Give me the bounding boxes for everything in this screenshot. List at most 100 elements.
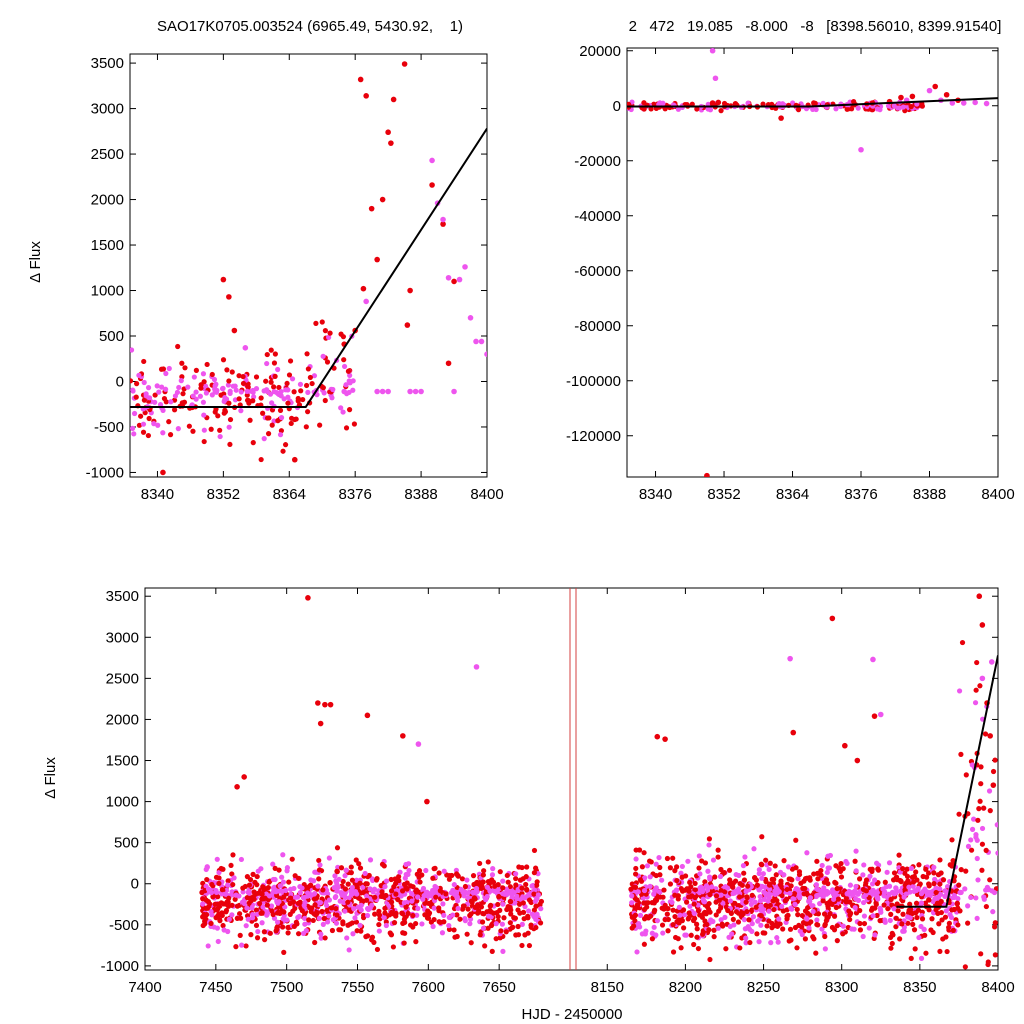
bottom-point: [333, 905, 339, 912]
top-left-point: [385, 129, 391, 136]
bottom-point: [857, 907, 863, 914]
bottom-point: [926, 881, 932, 887]
top-right-point: [651, 101, 657, 107]
bottom-point: [316, 876, 322, 882]
top-left-point: [264, 351, 270, 358]
top-left-point: [379, 196, 386, 203]
top-left-point: [440, 221, 446, 227]
top-left-point: [175, 343, 181, 350]
bottom-point: [532, 898, 538, 905]
bottom-point: [872, 891, 878, 897]
bottom-point: [954, 900, 960, 906]
bottom-outlier-point: [415, 741, 422, 747]
top-right-ytick-label: -20000: [574, 153, 621, 170]
bottom-point: [764, 923, 770, 929]
bottom-point: [679, 918, 685, 924]
bottom-point: [721, 870, 727, 876]
bottom-outlier-point: [854, 757, 861, 764]
bottom-point: [410, 912, 416, 919]
bottom-point: [877, 905, 883, 911]
top-left-point: [171, 407, 178, 413]
bottom-point: [376, 912, 383, 918]
top-left-point: [175, 426, 181, 432]
bottom-point: [943, 934, 949, 940]
bottom-point: [334, 845, 341, 851]
bottom-point: [793, 837, 799, 843]
bottom-point: [345, 881, 351, 887]
bottom-outlier-point: [787, 655, 793, 662]
top-left-point: [238, 408, 244, 414]
bottom-point: [703, 883, 710, 889]
bottom-point: [707, 891, 713, 898]
bottom-point: [781, 858, 787, 864]
bottom-point: [490, 866, 496, 872]
bottom-point: [632, 871, 639, 877]
top-right-point: [795, 107, 802, 113]
top-right-point: [705, 106, 711, 112]
bottom-point: [929, 916, 935, 922]
top-right-point: [855, 105, 861, 111]
bottom-point: [402, 930, 408, 936]
top-left-ytick-label: 3000: [91, 101, 124, 118]
bottom-point: [332, 873, 338, 879]
bottom-point: [301, 894, 308, 901]
top-left-point: [340, 334, 347, 340]
bottom-point: [675, 896, 681, 902]
top-right-point: [926, 87, 933, 94]
bottom-point: [248, 932, 254, 938]
bottom-point: [787, 926, 794, 932]
bottom-point: [827, 911, 833, 917]
top-left-point: [250, 389, 256, 395]
top-left-point: [130, 378, 134, 384]
bottom-point: [318, 931, 324, 937]
bottom-point: [430, 875, 436, 881]
bottom-point: [358, 907, 364, 913]
bottom-point: [885, 906, 891, 912]
bottom-point: [488, 879, 494, 885]
bottom-point: [756, 867, 762, 873]
bottom-point: [830, 891, 837, 897]
bottom-point: [645, 900, 651, 906]
bottom-point: [743, 899, 749, 905]
bottom-point: [956, 882, 962, 888]
bottom-point: [651, 891, 657, 897]
bottom-point: [853, 868, 859, 874]
bottom-point: [979, 841, 986, 847]
top-left-xtick-label: 8352: [207, 486, 240, 503]
top-left-point: [163, 386, 169, 392]
bottom-point: [733, 909, 740, 915]
bottom-point: [716, 897, 722, 903]
bottom-point: [464, 877, 470, 883]
bottom-point: [226, 916, 232, 922]
bottom-point: [790, 896, 796, 902]
bottom-point: [382, 883, 388, 890]
bottom-point: [687, 879, 693, 886]
bottom-point: [218, 900, 224, 906]
bottom-ytick-label: 2000: [106, 711, 139, 728]
bottom-point: [381, 894, 387, 900]
bottom-point: [657, 864, 663, 871]
bottom-point: [676, 904, 682, 910]
bottom-point: [856, 876, 863, 882]
bottom-point: [237, 932, 243, 939]
top-left-point: [350, 387, 356, 393]
bottom-point: [927, 892, 933, 898]
bottom-point: [707, 874, 713, 880]
bottom-point: [692, 880, 698, 887]
bottom-point: [853, 883, 859, 890]
bottom-point: [250, 915, 256, 921]
bottom-point: [674, 877, 680, 884]
bottom-point: [918, 900, 925, 906]
bottom-point: [992, 924, 998, 930]
bottom-point: [528, 922, 534, 928]
top-left-point: [388, 140, 394, 146]
bottom-xtick-label: 8150: [591, 979, 624, 996]
bottom-point: [682, 932, 688, 938]
top-right-points: [627, 48, 998, 477]
bottom-point: [822, 922, 828, 929]
bottom-point: [722, 914, 728, 920]
bottom-point: [897, 877, 903, 884]
top-right-point: [715, 99, 722, 106]
bottom-point: [653, 897, 659, 904]
bottom-point: [507, 884, 513, 890]
